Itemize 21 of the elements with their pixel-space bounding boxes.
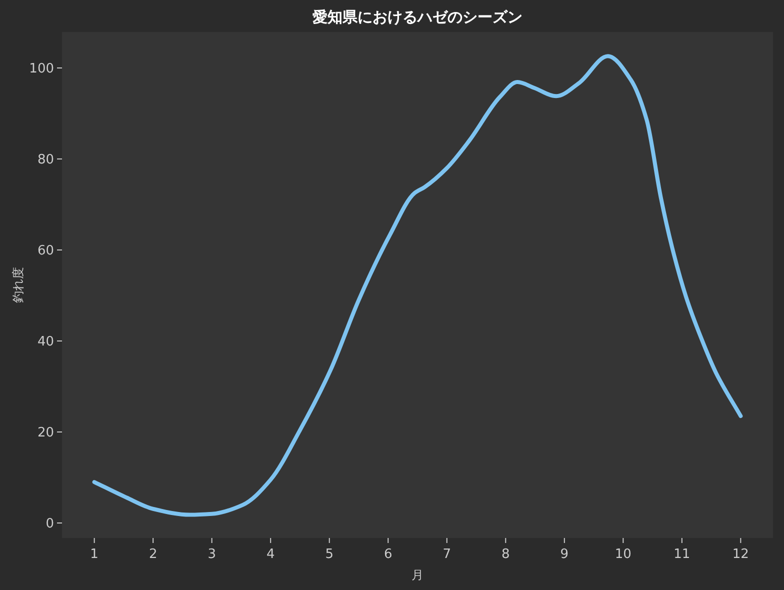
x-tick-label: 9 bbox=[560, 547, 569, 562]
x-tick-label: 2 bbox=[148, 547, 158, 562]
x-tick-label: 3 bbox=[208, 547, 216, 562]
y-tick-label: 40 bbox=[37, 334, 54, 350]
x-tick-label: 8 bbox=[502, 547, 510, 562]
x-tick-label: 11 bbox=[674, 547, 690, 562]
x-tick-label: 12 bbox=[732, 547, 749, 562]
x-tick-label: 4 bbox=[266, 547, 275, 562]
x-tick-label: 1 bbox=[90, 547, 98, 562]
x-axis-title: 月 bbox=[412, 568, 424, 582]
y-axis-title: 釣れ度 bbox=[11, 267, 25, 303]
y-tick-label: 100 bbox=[29, 61, 54, 76]
y-tick-label: 60 bbox=[37, 243, 54, 258]
chart-title: 愛知県におけるハゼのシーズン bbox=[312, 8, 522, 26]
x-tick-label: 10 bbox=[614, 547, 632, 562]
y-tick-label: 20 bbox=[37, 425, 54, 440]
x-tick-label: 5 bbox=[325, 547, 334, 562]
x-tick-label: 6 bbox=[384, 547, 392, 562]
y-tick-label: 0 bbox=[46, 516, 54, 532]
y-tick-label: 80 bbox=[37, 152, 54, 168]
x-tick-label: 7 bbox=[442, 547, 452, 562]
